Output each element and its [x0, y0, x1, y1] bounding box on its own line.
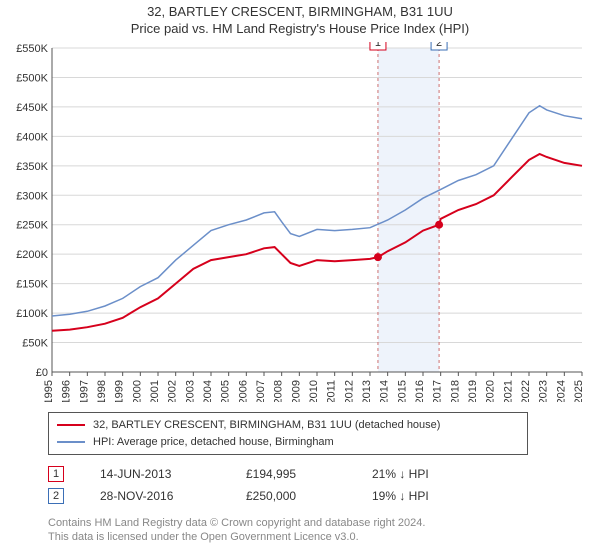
legend-row: HPI: Average price, detached house, Birm…	[57, 434, 519, 451]
svg-text:£200K: £200K	[16, 249, 48, 261]
chart-container: 32, BARTLEY CRESCENT, BIRMINGHAM, B31 1U…	[0, 0, 600, 560]
sale-delta: 21% ↓ HPI	[372, 467, 429, 481]
sale-price: £194,995	[246, 467, 336, 481]
svg-text:2000: 2000	[131, 380, 143, 402]
chart-area: £0 £50K £100K £150K £200K £250K £300K £350K £400…	[8, 42, 592, 402]
svg-text:2021: 2021	[502, 380, 514, 402]
svg-text:£0: £0	[36, 367, 48, 379]
sale-delta: 19% ↓ HPI	[372, 489, 429, 503]
svg-text:1998: 1998	[96, 380, 108, 402]
svg-text:2004: 2004	[202, 380, 214, 402]
svg-text:2001: 2001	[149, 380, 161, 402]
legend-label: HPI: Average price, detached house, Birm…	[93, 434, 334, 451]
svg-text:2011: 2011	[326, 380, 338, 402]
svg-text:2007: 2007	[255, 380, 267, 402]
sale-date: 14-JUN-2013	[100, 467, 210, 481]
title-block: 32, BARTLEY CRESCENT, BIRMINGHAM, B31 1U…	[0, 0, 600, 36]
sale-date: 28-NOV-2016	[100, 489, 210, 503]
sale-badge: 2	[48, 488, 64, 504]
sale-badge: 1	[48, 466, 64, 482]
sale-row: 1 14-JUN-2013 £194,995 21% ↓ HPI	[48, 466, 429, 482]
attribution-line1: Contains HM Land Registry data © Crown c…	[48, 516, 425, 530]
title-address: 32, BARTLEY CRESCENT, BIRMINGHAM, B31 1U…	[0, 4, 600, 19]
svg-text:2003: 2003	[184, 380, 196, 402]
legend-swatch	[57, 424, 85, 426]
svg-text:£550K: £550K	[16, 43, 48, 55]
title-subtitle: Price paid vs. HM Land Registry's House …	[0, 21, 600, 36]
svg-text:£150K: £150K	[16, 279, 48, 291]
sale-row: 2 28-NOV-2016 £250,000 19% ↓ HPI	[48, 488, 429, 504]
svg-text:1996: 1996	[61, 380, 73, 402]
svg-text:£100K: £100K	[16, 308, 48, 320]
svg-text:£250K: £250K	[16, 220, 48, 232]
svg-text:1: 1	[375, 42, 381, 49]
svg-text:2005: 2005	[220, 380, 232, 402]
svg-text:2002: 2002	[167, 380, 179, 402]
svg-text:2010: 2010	[308, 380, 320, 402]
svg-text:2013: 2013	[361, 380, 373, 402]
svg-text:2023: 2023	[538, 380, 550, 402]
svg-text:2022: 2022	[520, 380, 532, 402]
attribution-line2: This data is licensed under the Open Gov…	[48, 530, 425, 544]
sales-table: 1 14-JUN-2013 £194,995 21% ↓ HPI 2 28-NOV-201…	[48, 460, 429, 510]
line-chart-svg: £0 £50K £100K £150K £200K £250K £300K £350K £400…	[8, 42, 592, 402]
legend: 32, BARTLEY CRESCENT, BIRMINGHAM, B31 1U…	[48, 412, 528, 455]
svg-text:2: 2	[436, 42, 442, 49]
attribution: Contains HM Land Registry data © Crown c…	[48, 516, 425, 545]
svg-text:2012: 2012	[343, 380, 355, 402]
svg-text:1997: 1997	[78, 380, 90, 402]
svg-text:2008: 2008	[273, 380, 285, 402]
legend-swatch	[57, 441, 85, 443]
legend-label: 32, BARTLEY CRESCENT, BIRMINGHAM, B31 1U…	[93, 417, 440, 434]
svg-text:2015: 2015	[396, 380, 408, 402]
legend-row: 32, BARTLEY CRESCENT, BIRMINGHAM, B31 1U…	[57, 417, 519, 434]
svg-text:2014: 2014	[379, 380, 391, 402]
svg-text:£450K: £450K	[16, 102, 48, 114]
svg-text:2009: 2009	[290, 380, 302, 402]
svg-text:£500K: £500K	[16, 72, 48, 84]
svg-text:1999: 1999	[114, 380, 126, 402]
svg-text:£300K: £300K	[16, 190, 48, 202]
svg-text:2025: 2025	[573, 380, 585, 402]
svg-text:2020: 2020	[485, 380, 497, 402]
svg-text:2006: 2006	[237, 380, 249, 402]
svg-text:£400K: £400K	[16, 131, 48, 143]
svg-text:2024: 2024	[555, 380, 567, 402]
svg-text:2018: 2018	[449, 380, 461, 402]
svg-text:1995: 1995	[43, 380, 55, 402]
svg-text:2017: 2017	[432, 380, 444, 402]
svg-text:2019: 2019	[467, 380, 479, 402]
sale-price: £250,000	[246, 489, 336, 503]
svg-text:2016: 2016	[414, 380, 426, 402]
svg-text:£350K: £350K	[16, 161, 48, 173]
svg-text:£50K: £50K	[22, 338, 48, 350]
